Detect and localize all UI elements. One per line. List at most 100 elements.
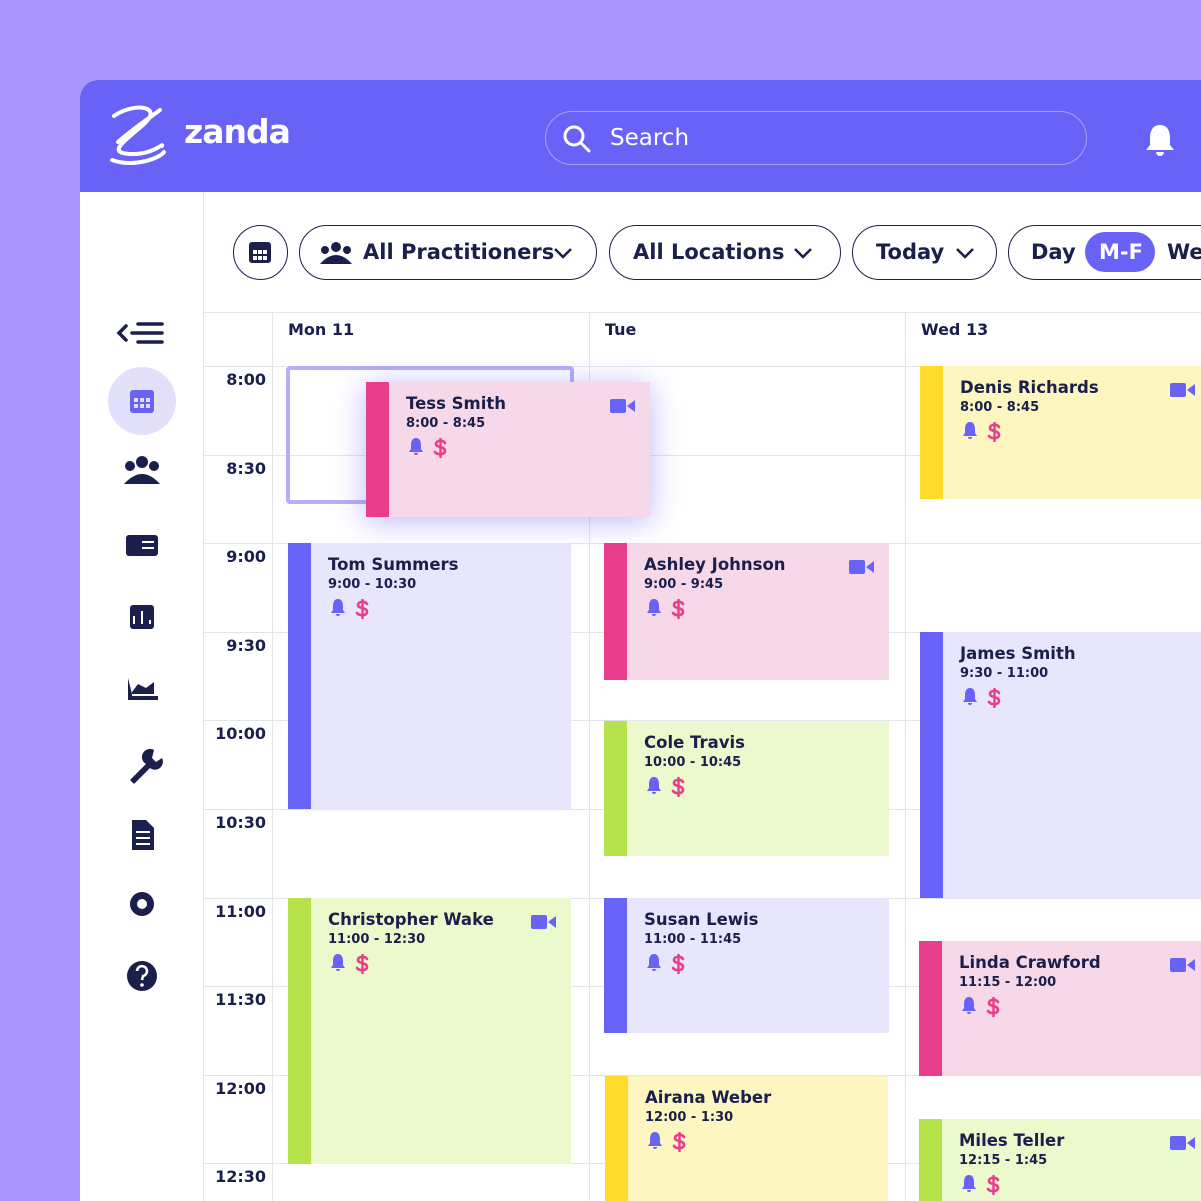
client-name: Christopher Wake [328, 910, 494, 929]
search-icon [563, 125, 591, 153]
status-icons [409, 438, 447, 458]
client-name: Airana Weber [645, 1088, 772, 1107]
appointment-time: 12:15 - 1:45 [959, 1153, 1048, 1168]
time-label: 9:30 [226, 635, 266, 655]
column-divider [589, 312, 590, 1201]
video-icon [531, 915, 556, 929]
appointment-time: 9:30 - 11:00 [960, 666, 1049, 681]
row-divider [204, 454, 1201, 456]
appointment[interactable]: Denis Richards 8:00 - 8:45 [920, 366, 1201, 499]
appointment-bar [920, 366, 943, 499]
client-name: Miles Teller [959, 1131, 1065, 1150]
column-divider [272, 312, 273, 1201]
appointment[interactable]: Miles Teller 12:15 - 1:45 [919, 1119, 1201, 1201]
appointment-time: 8:00 - 8:45 [960, 400, 1040, 415]
video-icon [1170, 1136, 1195, 1150]
notifications-icon[interactable] [1144, 122, 1176, 158]
time-label: 9:00 [226, 547, 266, 567]
status-icons [647, 599, 685, 619]
status-icons [962, 1175, 1000, 1195]
video-icon [610, 399, 635, 413]
header: zanda Search [80, 80, 1201, 192]
filter-label: All Locations [633, 240, 785, 264]
client-name: Denis Richards [960, 378, 1099, 397]
appointment-bar [919, 1119, 942, 1201]
appointment[interactable]: Linda Crawford 11:15 - 12:00 [919, 941, 1201, 1076]
filter-label: Today [876, 240, 945, 264]
calendar-icon [249, 242, 271, 263]
day-header: Tue [605, 320, 637, 339]
date-picker-button[interactable] [233, 225, 288, 280]
appointment-time: 11:00 - 12:30 [328, 932, 426, 947]
client-name: Linda Crawford [959, 953, 1101, 972]
time-label: 12:30 [215, 1167, 266, 1187]
day-header: Wed 13 [921, 320, 989, 339]
logo-text: zanda [184, 112, 291, 151]
search-box[interactable]: Search [545, 111, 1087, 165]
column-divider [905, 312, 906, 1201]
appointment-time: 10:00 - 10:45 [644, 755, 742, 770]
sidebar [80, 192, 204, 1201]
view-switcher: Day M-F We [1008, 225, 1201, 280]
view-week[interactable]: We [1167, 240, 1201, 264]
appointment-time: 9:00 - 10:30 [328, 577, 417, 592]
status-icons [962, 997, 1000, 1017]
people-icon [320, 242, 352, 264]
status-icons [647, 954, 685, 974]
appointment[interactable]: Susan Lewis 11:00 - 11:45 [604, 898, 889, 1033]
status-icons [647, 777, 685, 797]
search-placeholder: Search [610, 125, 690, 151]
time-label: 12:00 [215, 1078, 266, 1098]
appointment[interactable]: Tom Summers 9:00 - 10:30 [288, 543, 571, 809]
video-icon [849, 560, 874, 574]
status-icons [648, 1132, 686, 1152]
view-day[interactable]: Day [1031, 240, 1076, 264]
status-icons [963, 688, 1001, 708]
time-label: 8:00 [226, 370, 266, 389]
view-mf[interactable]: M-F [1099, 240, 1143, 264]
day-header: Mon 11 [288, 320, 355, 339]
client-name: Cole Travis [644, 733, 745, 752]
appointment-time: 11:00 - 11:45 [644, 932, 742, 947]
appointment-bar [604, 721, 627, 856]
appointment[interactable]: James Smith 9:30 - 11:00 [920, 632, 1201, 898]
appointment[interactable]: Ashley Johnson 9:00 - 9:45 [604, 543, 889, 680]
video-icon [1170, 958, 1195, 972]
appointment-bar [919, 941, 942, 1076]
header-divider [204, 366, 1201, 367]
appointment-time: 8:00 - 8:45 [406, 416, 486, 431]
appointment-bar [920, 632, 943, 898]
view-active-bg [1085, 232, 1155, 272]
client-name: Susan Lewis [644, 910, 759, 929]
filter-label: All Practitioners [363, 240, 555, 264]
appointment[interactable]: Cole Travis 10:00 - 10:45 [604, 721, 889, 856]
appointment[interactable]: Christopher Wake 11:00 - 12:30 [288, 898, 571, 1164]
appointment-bar [604, 898, 627, 1033]
time-label: 10:30 [215, 813, 266, 832]
time-label: 11:00 [215, 901, 266, 921]
row-divider [204, 1074, 1201, 1076]
status-icons [331, 599, 369, 619]
appointment-time: 9:00 - 9:45 [644, 577, 724, 592]
app-window: zanda Search [80, 80, 1201, 1201]
video-icon [1170, 383, 1195, 397]
appointment-time: 11:15 - 12:00 [959, 975, 1057, 990]
today-button[interactable]: Today [852, 225, 997, 280]
appointment-time: 12:00 - 1:30 [645, 1110, 734, 1125]
row-divider [204, 720, 1201, 722]
calendar-grid: 8:00 8:30 9:00 9:30 10:00 10:30 11:00 11:30 12:0… [204, 312, 1201, 1201]
time-label: 8:30 [226, 458, 266, 478]
chevron [794, 248, 812, 259]
appointment[interactable]: Tess Smith 8:00 - 8:45 [366, 382, 650, 517]
practitioners-filter[interactable]: All Practitioners [299, 225, 597, 280]
appointment[interactable]: Airana Weber 12:00 - 1:30 [605, 1076, 888, 1201]
client-name: Tom Summers [328, 555, 459, 574]
appointment-bar [288, 898, 311, 1164]
status-icons [963, 422, 1001, 442]
chevron [956, 248, 974, 259]
locations-filter[interactable]: All Locations [609, 225, 841, 280]
status-icons [331, 954, 369, 974]
client-name: Ashley Johnson [644, 555, 786, 574]
client-name: Tess Smith [406, 394, 507, 413]
